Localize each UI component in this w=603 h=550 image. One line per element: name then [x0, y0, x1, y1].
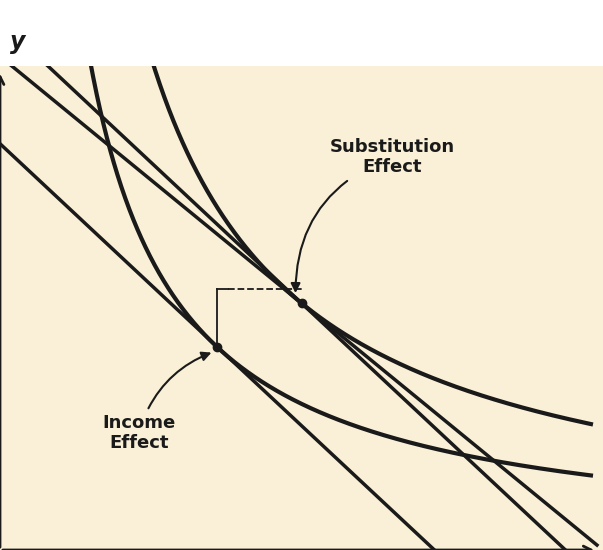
Text: y: y — [10, 30, 26, 54]
Text: Income
Effect: Income Effect — [102, 353, 209, 452]
Text: Substitution
Effect: Substitution Effect — [292, 138, 455, 291]
